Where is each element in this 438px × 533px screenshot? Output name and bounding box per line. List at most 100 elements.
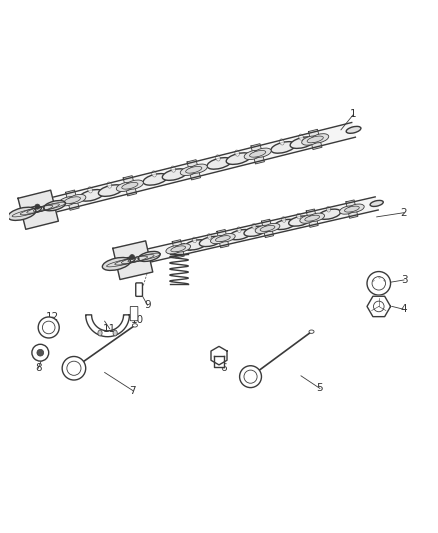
Text: 5: 5 bbox=[317, 383, 323, 393]
Text: 10: 10 bbox=[131, 316, 144, 325]
Polygon shape bbox=[187, 160, 201, 180]
Ellipse shape bbox=[344, 206, 359, 212]
Circle shape bbox=[367, 271, 391, 295]
Circle shape bbox=[37, 349, 44, 356]
Text: 3: 3 bbox=[401, 275, 407, 285]
Polygon shape bbox=[367, 296, 391, 317]
Ellipse shape bbox=[279, 139, 284, 145]
Polygon shape bbox=[346, 200, 358, 218]
Ellipse shape bbox=[199, 236, 222, 247]
Ellipse shape bbox=[180, 166, 198, 175]
Ellipse shape bbox=[282, 216, 286, 222]
Circle shape bbox=[62, 357, 86, 380]
Ellipse shape bbox=[44, 200, 65, 211]
Circle shape bbox=[130, 255, 134, 260]
Ellipse shape bbox=[348, 204, 364, 212]
Ellipse shape bbox=[162, 169, 187, 180]
Circle shape bbox=[244, 370, 257, 383]
Ellipse shape bbox=[255, 225, 272, 233]
Polygon shape bbox=[123, 176, 137, 196]
Ellipse shape bbox=[174, 244, 191, 252]
Ellipse shape bbox=[8, 207, 36, 220]
Circle shape bbox=[67, 361, 81, 375]
Ellipse shape bbox=[207, 233, 212, 239]
Ellipse shape bbox=[229, 230, 251, 240]
Ellipse shape bbox=[107, 182, 112, 188]
Ellipse shape bbox=[171, 246, 186, 252]
Polygon shape bbox=[113, 241, 153, 279]
Ellipse shape bbox=[79, 190, 104, 201]
Ellipse shape bbox=[215, 236, 230, 241]
Text: 1: 1 bbox=[350, 109, 357, 119]
Polygon shape bbox=[32, 123, 355, 217]
Circle shape bbox=[38, 317, 59, 338]
Ellipse shape bbox=[250, 150, 266, 157]
Ellipse shape bbox=[184, 240, 207, 250]
Circle shape bbox=[35, 204, 40, 209]
Ellipse shape bbox=[138, 252, 160, 262]
Ellipse shape bbox=[271, 142, 296, 153]
Polygon shape bbox=[261, 219, 273, 238]
Ellipse shape bbox=[192, 237, 197, 243]
Circle shape bbox=[372, 277, 385, 290]
Polygon shape bbox=[172, 240, 184, 258]
Ellipse shape bbox=[98, 330, 102, 336]
Polygon shape bbox=[217, 230, 229, 248]
Polygon shape bbox=[18, 190, 58, 229]
Ellipse shape bbox=[260, 225, 275, 231]
Ellipse shape bbox=[102, 257, 131, 270]
Ellipse shape bbox=[263, 223, 280, 232]
Ellipse shape bbox=[215, 155, 220, 161]
Ellipse shape bbox=[274, 220, 296, 230]
Ellipse shape bbox=[237, 227, 241, 232]
Ellipse shape bbox=[125, 180, 143, 189]
Ellipse shape bbox=[186, 166, 202, 173]
Ellipse shape bbox=[299, 134, 304, 140]
Text: 2: 2 bbox=[401, 208, 407, 217]
Ellipse shape bbox=[88, 187, 92, 193]
Ellipse shape bbox=[339, 206, 356, 214]
Ellipse shape bbox=[235, 150, 240, 156]
Text: 12: 12 bbox=[46, 312, 60, 322]
Polygon shape bbox=[127, 197, 378, 266]
Circle shape bbox=[374, 301, 384, 312]
Circle shape bbox=[32, 344, 49, 361]
Ellipse shape bbox=[244, 226, 266, 236]
Polygon shape bbox=[251, 144, 265, 164]
Ellipse shape bbox=[59, 197, 77, 206]
Ellipse shape bbox=[309, 330, 314, 333]
Ellipse shape bbox=[308, 213, 325, 221]
Ellipse shape bbox=[244, 150, 262, 159]
Ellipse shape bbox=[122, 257, 135, 263]
Ellipse shape bbox=[318, 209, 341, 219]
Ellipse shape bbox=[226, 153, 251, 164]
Ellipse shape bbox=[311, 134, 329, 143]
Polygon shape bbox=[306, 209, 318, 227]
Ellipse shape bbox=[122, 182, 138, 189]
Circle shape bbox=[42, 321, 55, 334]
Text: 6: 6 bbox=[221, 364, 227, 373]
Ellipse shape bbox=[99, 185, 123, 196]
Ellipse shape bbox=[27, 206, 41, 213]
Text: 7: 7 bbox=[130, 385, 136, 395]
Ellipse shape bbox=[132, 324, 138, 327]
Polygon shape bbox=[86, 315, 130, 337]
Ellipse shape bbox=[171, 166, 176, 172]
Ellipse shape bbox=[300, 215, 316, 223]
Ellipse shape bbox=[305, 215, 320, 221]
FancyBboxPatch shape bbox=[130, 306, 138, 321]
Circle shape bbox=[240, 366, 261, 387]
Ellipse shape bbox=[302, 136, 320, 145]
Ellipse shape bbox=[207, 158, 232, 169]
Ellipse shape bbox=[219, 233, 235, 242]
Ellipse shape bbox=[113, 330, 117, 336]
Ellipse shape bbox=[346, 126, 361, 133]
Ellipse shape bbox=[253, 148, 271, 157]
Text: 13: 13 bbox=[181, 243, 194, 253]
Ellipse shape bbox=[252, 223, 256, 229]
FancyBboxPatch shape bbox=[136, 283, 142, 296]
Ellipse shape bbox=[326, 206, 330, 212]
Polygon shape bbox=[66, 190, 79, 210]
Text: 8: 8 bbox=[35, 364, 42, 373]
Ellipse shape bbox=[370, 200, 383, 206]
